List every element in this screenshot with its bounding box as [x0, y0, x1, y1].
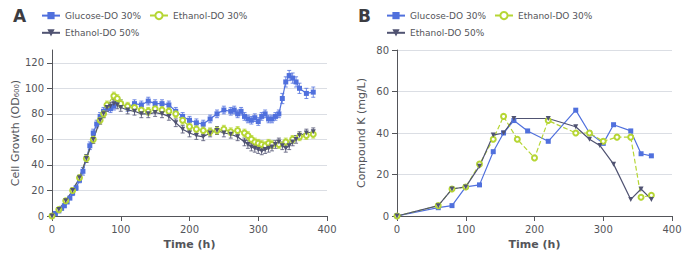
svg-text:A: A: [13, 6, 27, 26]
svg-text:40: 40: [376, 128, 389, 139]
svg-text:0: 0: [38, 211, 44, 222]
svg-text:20: 20: [31, 185, 44, 196]
svg-text:Cell Growth (OD₆₀₀): Cell Growth (OD₆₀₀): [9, 80, 22, 186]
svg-text:300: 300: [249, 224, 268, 235]
svg-text:Compound K (mg/L): Compound K (mg/L): [355, 78, 368, 188]
svg-text:Ethanol-DO 30%: Ethanol-DO 30%: [173, 11, 248, 21]
svg-text:200: 200: [180, 224, 199, 235]
svg-text:Ethanol-DO 30%: Ethanol-DO 30%: [518, 11, 593, 21]
svg-text:400: 400: [662, 224, 681, 235]
svg-text:Glucose-DO 30%: Glucose-DO 30%: [410, 11, 486, 21]
svg-text:60: 60: [31, 134, 44, 145]
svg-text:80: 80: [31, 108, 44, 119]
svg-text:40: 40: [31, 159, 44, 170]
svg-text:B: B: [358, 6, 371, 26]
svg-text:120: 120: [25, 57, 44, 68]
svg-text:300: 300: [594, 224, 613, 235]
svg-text:100: 100: [25, 83, 44, 94]
svg-text:0: 0: [49, 224, 55, 235]
svg-text:60: 60: [376, 86, 389, 97]
svg-text:0: 0: [383, 211, 389, 222]
svg-text:Ethanol-DO 50%: Ethanol-DO 50%: [65, 28, 140, 38]
svg-text:20: 20: [376, 169, 389, 180]
svg-text:Ethanol-DO 50%: Ethanol-DO 50%: [410, 28, 485, 38]
svg-text:Time (h): Time (h): [509, 238, 561, 251]
svg-text:80: 80: [376, 45, 389, 56]
svg-text:400: 400: [317, 224, 336, 235]
svg-text:Time (h): Time (h): [164, 238, 216, 251]
svg-text:100: 100: [456, 224, 475, 235]
svg-text:200: 200: [525, 224, 544, 235]
svg-text:Glucose-DO 30%: Glucose-DO 30%: [65, 11, 141, 21]
svg-text:100: 100: [111, 224, 130, 235]
svg-text:0: 0: [394, 224, 400, 235]
